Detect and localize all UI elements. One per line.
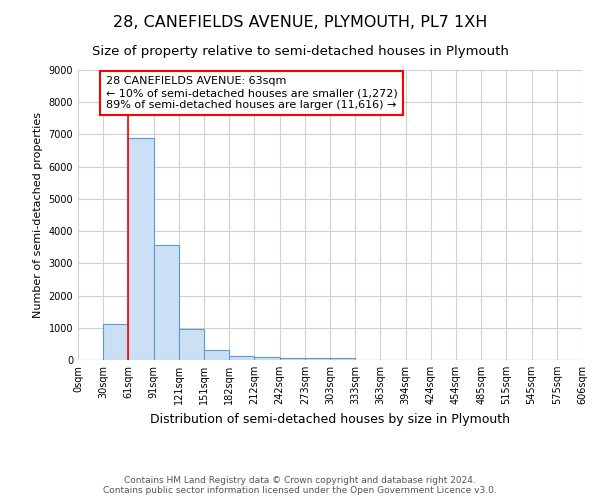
Bar (103, 324, 128, 360)
Text: 28, CANEFIELDS AVENUE, PLYMOUTH, PL7 1XH: 28, CANEFIELDS AVENUE, PLYMOUTH, PL7 1XH (113, 15, 487, 30)
Text: Contains HM Land Registry data © Crown copyright and database right 2024.
Contai: Contains HM Land Registry data © Crown c… (103, 476, 497, 495)
Bar (280, 358, 305, 360)
Bar (128, 138, 154, 360)
Bar (330, 358, 355, 360)
Bar (179, 328, 204, 360)
Text: 28 CANEFIELDS AVENUE: 63sqm
← 10% of semi-detached houses are smaller (1,272)
89: 28 CANEFIELDS AVENUE: 63sqm ← 10% of sem… (106, 76, 397, 110)
X-axis label: Distribution of semi-detached houses by size in Plymouth: Distribution of semi-detached houses by … (150, 412, 510, 426)
Bar (305, 358, 330, 360)
Bar (254, 358, 280, 360)
Bar (229, 356, 254, 360)
Y-axis label: Number of semi-detached properties: Number of semi-detached properties (33, 112, 43, 318)
Bar (204, 350, 229, 360)
Bar (154, 244, 179, 360)
Text: Size of property relative to semi-detached houses in Plymouth: Size of property relative to semi-detach… (92, 45, 508, 58)
